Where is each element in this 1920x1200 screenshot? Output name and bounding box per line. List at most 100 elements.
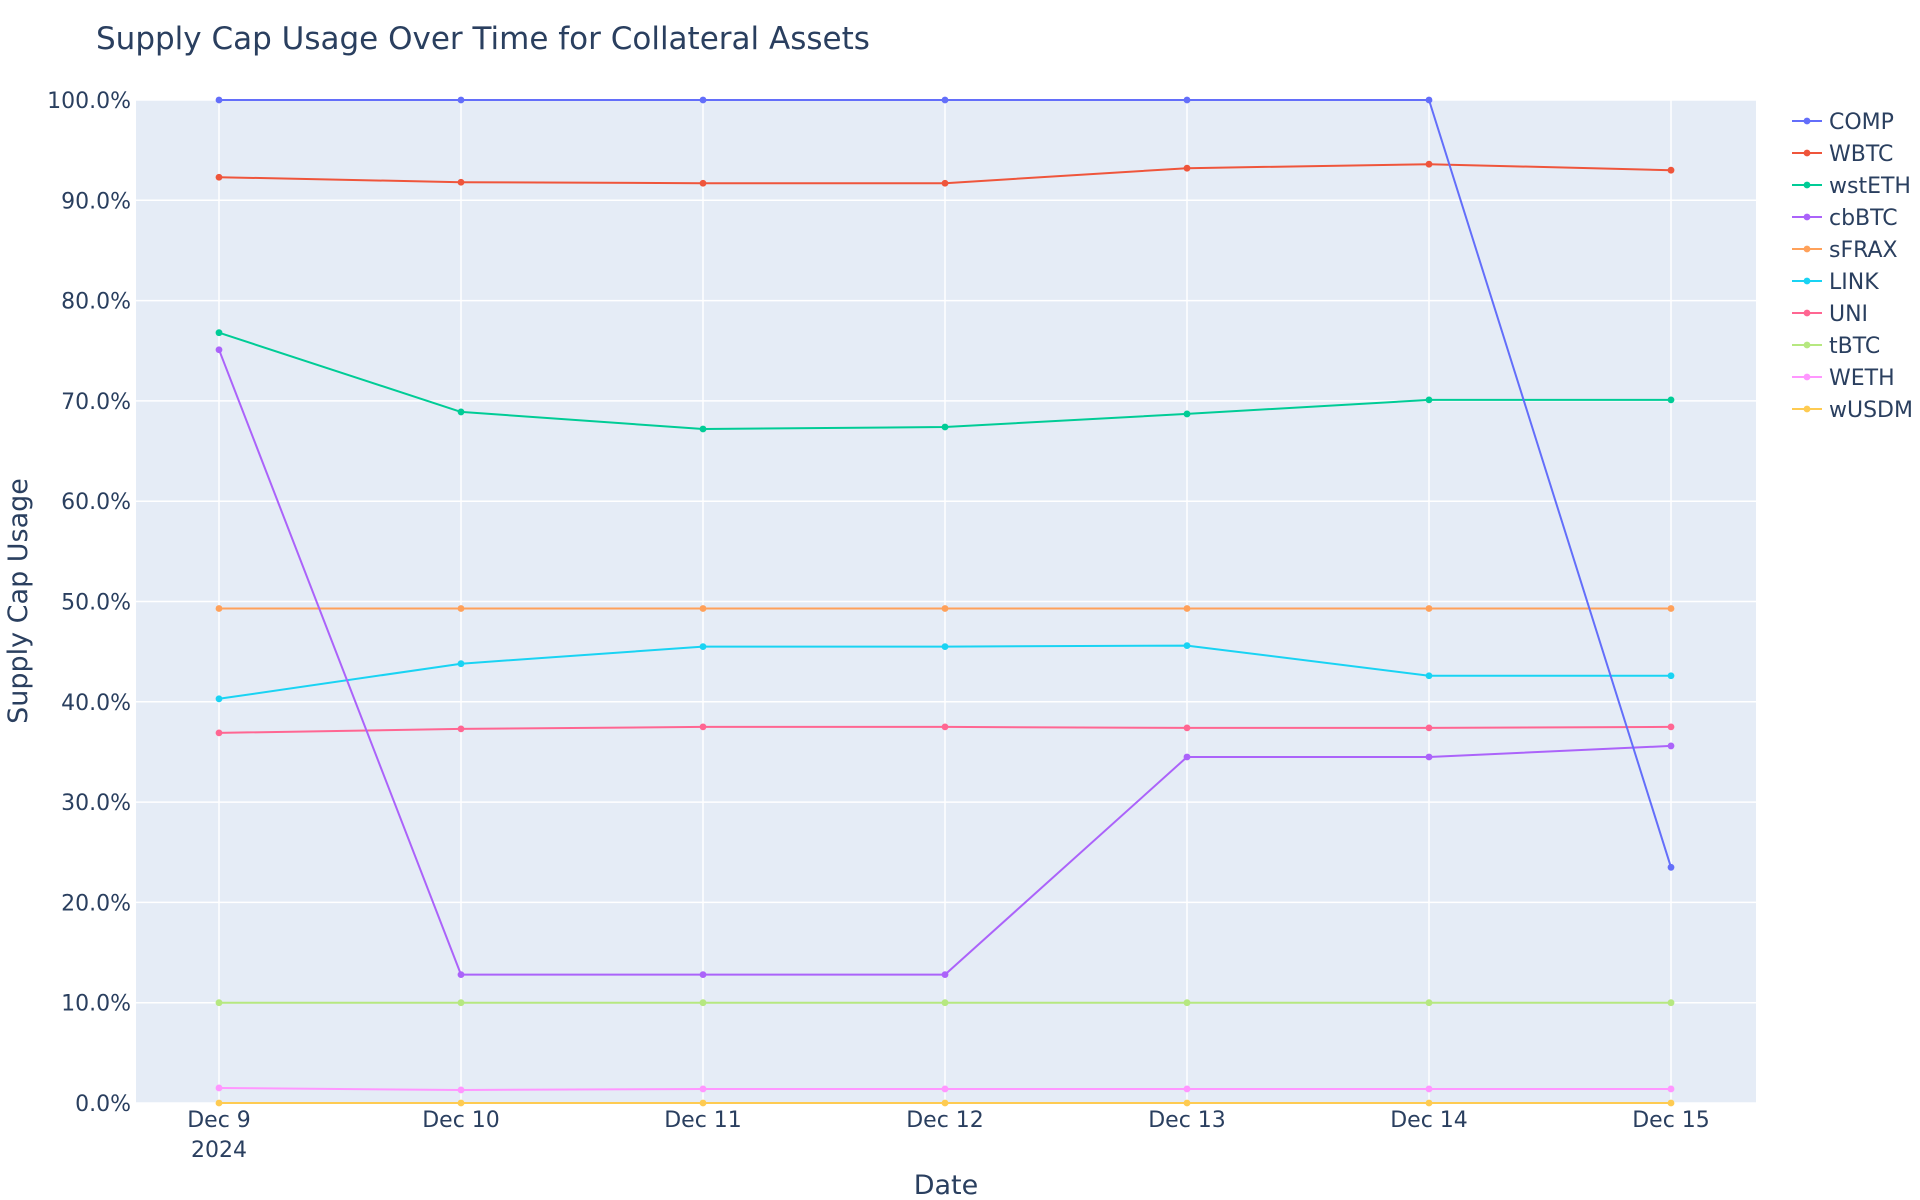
data-point-link[interactable]: [457, 660, 465, 668]
data-point-comp[interactable]: [1183, 96, 1191, 104]
data-point-comp[interactable]: [699, 96, 707, 104]
legend-label: cbBTC: [1829, 206, 1898, 231]
data-point-wsteth[interactable]: [457, 408, 465, 416]
x-axis-ticks: Dec 9 Dec 10 Dec 11 Dec 12 Dec 13 Dec 14 Dec 1…: [187, 1108, 1710, 1163]
series-weth: [215, 1084, 1675, 1094]
x-tick-label: Dec 11: [664, 1108, 742, 1133]
data-point-sfrax[interactable]: [1667, 605, 1675, 612]
data-point-comp[interactable]: [457, 96, 465, 104]
data-point-cbbtc[interactable]: [1425, 753, 1433, 761]
data-point-link[interactable]: [215, 695, 223, 703]
legend-label: COMP: [1829, 110, 1894, 135]
legend: COMP WBTC wstETH cbBTC sFRAX LINK UNI tBTC WETH w…: [1792, 110, 1913, 423]
data-point-comp[interactable]: [1667, 863, 1675, 871]
data-point-cbbtc[interactable]: [457, 971, 465, 979]
data-point-wusdm[interactable]: [1183, 1099, 1191, 1107]
data-point-wsteth[interactable]: [1425, 396, 1433, 404]
data-point-wbtc[interactable]: [941, 179, 949, 187]
y-tick-label: 0.0%: [75, 1092, 131, 1117]
data-point-tbtc[interactable]: [941, 999, 949, 1007]
data-point-tbtc[interactable]: [1425, 999, 1433, 1007]
data-point-weth[interactable]: [215, 1084, 223, 1092]
data-point-wusdm[interactable]: [699, 1099, 707, 1107]
data-point-uni[interactable]: [941, 723, 949, 731]
data-point-weth[interactable]: [699, 1085, 707, 1093]
data-point-cbbtc[interactable]: [699, 971, 707, 979]
data-point-wusdm[interactable]: [1667, 1099, 1675, 1107]
data-point-wsteth[interactable]: [1183, 410, 1191, 418]
x-tick-label: Dec 10: [422, 1108, 500, 1133]
data-point-wusdm[interactable]: [215, 1099, 223, 1107]
legend-item-cbbtc[interactable]: cbBTC: [1792, 206, 1898, 231]
data-point-tbtc[interactable]: [1183, 999, 1191, 1007]
data-point-cbbtc[interactable]: [1667, 742, 1675, 750]
data-point-sfrax[interactable]: [1425, 605, 1433, 612]
data-point-wsteth[interactable]: [699, 425, 707, 433]
data-point-wsteth[interactable]: [215, 329, 223, 337]
data-point-cbbtc[interactable]: [941, 971, 949, 979]
legend-swatch-marker: [1803, 373, 1811, 381]
data-point-wbtc[interactable]: [215, 173, 223, 181]
data-point-cbbtc[interactable]: [215, 346, 223, 354]
legend-label: tBTC: [1829, 334, 1880, 359]
data-point-link[interactable]: [1425, 672, 1433, 680]
data-point-sfrax[interactable]: [941, 605, 949, 612]
data-point-tbtc[interactable]: [699, 999, 707, 1007]
data-point-wsteth[interactable]: [941, 423, 949, 431]
legend-item-wbtc[interactable]: WBTC: [1792, 142, 1893, 167]
data-point-uni[interactable]: [457, 725, 465, 733]
data-point-weth[interactable]: [457, 1086, 465, 1094]
data-point-weth[interactable]: [1425, 1085, 1433, 1093]
data-point-uni[interactable]: [1183, 724, 1191, 732]
data-point-sfrax[interactable]: [215, 605, 223, 612]
x-axis-title: Date: [914, 1170, 979, 1200]
legend-item-comp[interactable]: COMP: [1792, 110, 1894, 135]
data-point-sfrax[interactable]: [1183, 605, 1191, 612]
data-point-link[interactable]: [941, 643, 949, 651]
legend-item-wusdm[interactable]: wUSDM: [1792, 398, 1913, 423]
data-point-wusdm[interactable]: [941, 1099, 949, 1107]
data-point-uni[interactable]: [699, 723, 707, 731]
data-point-sfrax[interactable]: [457, 605, 465, 612]
series-wsteth: [215, 329, 1675, 433]
data-point-wusdm[interactable]: [457, 1099, 465, 1107]
data-point-wbtc[interactable]: [1667, 166, 1675, 174]
data-point-uni[interactable]: [215, 729, 223, 737]
data-point-weth[interactable]: [941, 1085, 949, 1093]
x-tick-label: Dec 13: [1148, 1108, 1226, 1133]
y-axis-ticks: 0.0% 10.0% 20.0% 30.0% 40.0% 50.0% 60.0% 70.0% 8…: [47, 89, 131, 1117]
data-point-link[interactable]: [1183, 642, 1191, 650]
data-point-weth[interactable]: [1183, 1085, 1191, 1093]
data-point-comp[interactable]: [215, 96, 223, 104]
data-point-wbtc[interactable]: [1425, 160, 1433, 168]
data-point-tbtc[interactable]: [1667, 999, 1675, 1007]
legend-item-sfrax[interactable]: sFRAX: [1792, 238, 1898, 263]
legend-item-link[interactable]: LINK: [1792, 270, 1879, 295]
legend-swatch-marker: [1803, 405, 1811, 413]
data-point-weth[interactable]: [1667, 1085, 1675, 1093]
data-point-sfrax[interactable]: [699, 605, 707, 612]
series-comp: [215, 96, 1675, 871]
legend-item-wsteth[interactable]: wstETH: [1792, 174, 1911, 199]
data-point-comp[interactable]: [1425, 96, 1433, 104]
data-point-uni[interactable]: [1425, 724, 1433, 732]
data-point-wusdm[interactable]: [1425, 1099, 1433, 1107]
data-point-cbbtc[interactable]: [1183, 753, 1191, 761]
legend-item-tbtc[interactable]: tBTC: [1792, 334, 1880, 359]
data-point-tbtc[interactable]: [215, 999, 223, 1007]
data-point-uni[interactable]: [1667, 723, 1675, 731]
data-point-wsteth[interactable]: [1667, 396, 1675, 404]
legend-item-weth[interactable]: WETH: [1792, 366, 1895, 391]
legend-item-uni[interactable]: UNI: [1792, 302, 1868, 327]
data-point-link[interactable]: [1667, 672, 1675, 680]
data-point-tbtc[interactable]: [457, 999, 465, 1007]
data-point-wbtc[interactable]: [699, 179, 707, 187]
data-point-comp[interactable]: [941, 96, 949, 104]
data-point-wbtc[interactable]: [1183, 164, 1191, 172]
x-tick-label: Dec 15: [1632, 1108, 1710, 1133]
data-point-wbtc[interactable]: [457, 178, 465, 186]
series-wbtc: [215, 160, 1675, 187]
data-point-link[interactable]: [699, 643, 707, 651]
legend-label: wUSDM: [1829, 398, 1913, 423]
